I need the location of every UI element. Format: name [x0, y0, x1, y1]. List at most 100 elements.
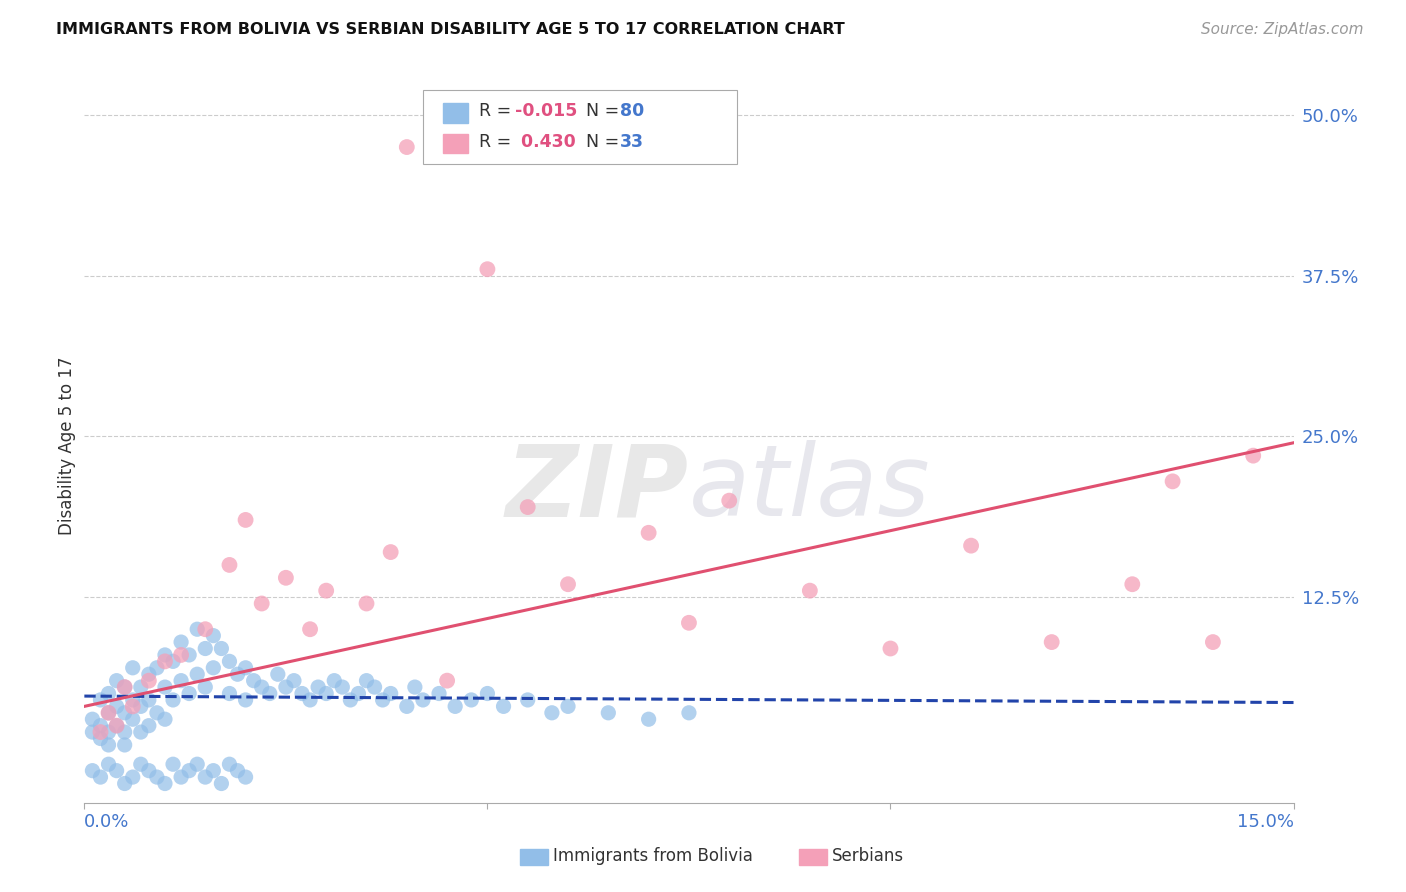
Point	[138, 667, 160, 681]
Point	[299, 693, 322, 707]
Point	[129, 680, 152, 694]
Point	[179, 686, 201, 700]
Point	[274, 571, 297, 585]
Point	[114, 738, 136, 752]
Text: atlas: atlas	[689, 441, 931, 537]
Point	[380, 545, 402, 559]
Point	[82, 764, 104, 778]
Point	[138, 719, 160, 733]
Point	[444, 699, 467, 714]
Point	[146, 661, 169, 675]
Point	[678, 706, 700, 720]
Point	[395, 140, 418, 154]
Point	[162, 757, 184, 772]
Point	[202, 764, 225, 778]
Point	[97, 757, 120, 772]
Point	[879, 641, 901, 656]
Point	[218, 558, 240, 572]
Point	[315, 583, 337, 598]
Point	[283, 673, 305, 688]
Point	[235, 770, 257, 784]
Point	[170, 673, 193, 688]
Point	[162, 693, 184, 707]
Point	[82, 712, 104, 726]
Point	[186, 667, 208, 681]
Point	[121, 699, 143, 714]
Point	[179, 648, 201, 662]
Point	[105, 699, 128, 714]
Point	[339, 693, 361, 707]
Point	[153, 712, 176, 726]
Point	[323, 673, 346, 688]
Text: 33: 33	[620, 133, 644, 151]
Point	[194, 622, 217, 636]
Point	[395, 699, 418, 714]
Text: R =: R =	[479, 133, 517, 151]
Point	[235, 661, 257, 675]
Point	[356, 597, 378, 611]
Point	[153, 680, 176, 694]
Point	[356, 673, 378, 688]
Point	[162, 654, 184, 668]
Point	[186, 757, 208, 772]
Point	[194, 680, 217, 694]
Point	[170, 635, 193, 649]
Point	[146, 770, 169, 784]
Point	[637, 712, 659, 726]
Text: -0.015: -0.015	[515, 103, 576, 120]
Point	[97, 686, 120, 700]
Point	[274, 680, 297, 694]
Point	[477, 262, 499, 277]
Point	[153, 776, 176, 790]
Point	[218, 654, 240, 668]
Point	[121, 693, 143, 707]
Point	[146, 706, 169, 720]
Point	[250, 597, 273, 611]
Point	[138, 673, 160, 688]
Point	[82, 725, 104, 739]
Point	[153, 654, 176, 668]
Point	[960, 539, 983, 553]
Point	[186, 622, 208, 636]
Point	[129, 725, 152, 739]
Point	[347, 686, 370, 700]
Point	[637, 525, 659, 540]
Point	[598, 706, 620, 720]
Point	[121, 770, 143, 784]
Text: Source: ZipAtlas.com: Source: ZipAtlas.com	[1201, 22, 1364, 37]
Point	[1121, 577, 1143, 591]
Point	[114, 680, 136, 694]
Point	[202, 629, 225, 643]
Point	[218, 757, 240, 772]
Point	[121, 712, 143, 726]
Point	[129, 757, 152, 772]
Point	[678, 615, 700, 630]
Point	[307, 680, 329, 694]
Point	[235, 693, 257, 707]
Text: R =: R =	[479, 103, 517, 120]
Point	[371, 693, 394, 707]
Point	[436, 673, 458, 688]
Point	[105, 673, 128, 688]
Point	[477, 686, 499, 700]
Point	[97, 725, 120, 739]
Point	[89, 770, 111, 784]
Point	[114, 776, 136, 790]
Point	[799, 583, 821, 598]
Point	[114, 725, 136, 739]
Point	[259, 686, 281, 700]
Point	[267, 667, 290, 681]
Point	[194, 641, 217, 656]
Point	[557, 577, 579, 591]
Text: 0.430: 0.430	[515, 133, 575, 151]
Point	[516, 693, 538, 707]
Point	[129, 699, 152, 714]
Text: N =: N =	[575, 103, 624, 120]
Text: Serbians: Serbians	[832, 847, 904, 865]
Point	[105, 719, 128, 733]
Point	[89, 725, 111, 739]
Y-axis label: Disability Age 5 to 17: Disability Age 5 to 17	[58, 357, 76, 535]
Point	[179, 764, 201, 778]
Text: 15.0%: 15.0%	[1236, 814, 1294, 831]
Point	[291, 686, 314, 700]
